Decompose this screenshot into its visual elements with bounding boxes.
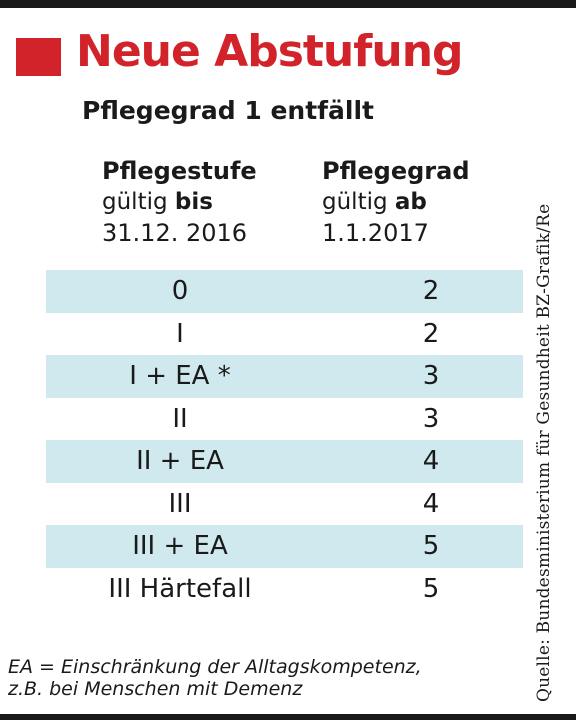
valid-prefix: gültig (102, 189, 175, 215)
valid-prefix: gültig (322, 189, 395, 215)
table-row: 0 2 (46, 270, 523, 313)
cell-pflegegrad: 2 (422, 318, 440, 349)
title-square-icon (16, 38, 61, 76)
conversion-table: 0 2 I 2 I + EA * 3 II 3 II + EA 4 III 4 … (46, 270, 523, 610)
source-credit: Quelle: Bundesministerium für Gesundheit… (534, 203, 554, 702)
top-border (0, 0, 576, 8)
table-row: I + EA * 3 (46, 355, 523, 398)
bottom-border (0, 714, 576, 720)
cell-pflegegrad: 4 (422, 488, 440, 519)
cell-pflegegrad: 4 (422, 446, 440, 476)
cell-pflegestufe: III + EA (132, 531, 228, 561)
column-heading: Pflegestufe (102, 157, 257, 185)
table-row: III Härtefall 5 (46, 568, 523, 611)
table-row: III 4 (46, 483, 523, 526)
cell-pflegestufe: 0 (171, 276, 189, 306)
cell-pflegestufe: II (172, 403, 188, 434)
cell-pflegegrad: 3 (422, 403, 440, 434)
cell-pflegegrad: 2 (422, 276, 440, 306)
page-title: Neue Abstufung (76, 26, 464, 77)
table-row: II + EA 4 (46, 440, 523, 483)
cell-pflegestufe: III Härtefall (108, 573, 252, 604)
cell-pflegegrad: 5 (422, 531, 440, 561)
column-date: 31.12. 2016 (102, 219, 248, 247)
cell-pflegegrad: 5 (422, 573, 440, 604)
column-date: 1.1.2017 (322, 219, 429, 247)
footnote-line: EA = Einschränkung der Alltagskompetenz, (8, 656, 422, 678)
cell-pflegestufe: II + EA (136, 446, 224, 476)
cell-pflegegrad: 3 (422, 361, 440, 391)
column-valid-line: gültig ab (322, 187, 470, 218)
page-subtitle: Pflegegrad 1 entfällt (82, 96, 374, 125)
footnote: EA = Einschränkung der Alltagskompetenz,… (8, 656, 422, 700)
table-row: III + EA 5 (46, 525, 523, 568)
column-header-pflegestufe: Pflegestufe gültig bis 31.12. 2016 (102, 156, 257, 249)
cell-pflegestufe: I (176, 318, 184, 349)
footnote-line: z.B. bei Menschen mit Demenz (8, 678, 303, 700)
table-row: II 3 (46, 398, 523, 441)
column-header-pflegegrad: Pflegegrad gültig ab 1.1.2017 (322, 156, 470, 249)
column-valid-line: gültig bis (102, 187, 257, 218)
cell-pflegestufe: I + EA * (129, 361, 231, 391)
valid-keyword: bis (174, 189, 213, 215)
valid-keyword: ab (394, 189, 427, 215)
table-row: I 2 (46, 313, 523, 356)
column-heading: Pflegegrad (322, 157, 470, 185)
cell-pflegestufe: III (168, 488, 192, 519)
